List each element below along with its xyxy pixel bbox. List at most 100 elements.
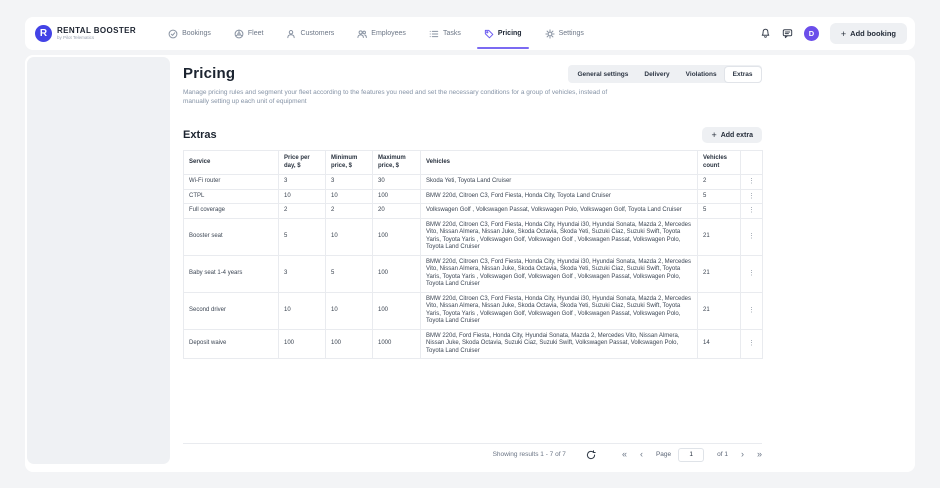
cell-row-menu: ⋮ (740, 291, 763, 330)
table-row: Wi-Fi router 3 3 30 Skoda Yeti, Toyota L… (183, 174, 763, 190)
cell-vehicles: BMW 220d, Ford Fiesta, Honda City, Hyund… (420, 328, 698, 359)
nav-item-customers[interactable]: Customers (286, 17, 334, 50)
header-row-menu (740, 150, 763, 175)
cell-minimum-price: 10 (325, 217, 373, 256)
cell-row-menu: ⋮ (740, 328, 763, 359)
row-menu-button[interactable]: ⋮ (748, 270, 755, 277)
cell-service: Baby seat 1-4 years (183, 254, 279, 293)
cell-vehicles-count: 5 (697, 203, 741, 219)
cell-maximum-price: 100 (372, 217, 421, 256)
chat-icon (782, 29, 793, 39)
nav-item-pricing[interactable]: Pricing (476, 17, 529, 50)
cell-price-per-day: 2 (278, 203, 326, 219)
cell-service: CTPL (183, 188, 279, 204)
cell-minimum-price: 3 (325, 174, 373, 190)
cell-minimum-price: 5 (325, 254, 373, 293)
previous-page-button[interactable]: ‹ (639, 449, 643, 459)
refresh-icon (586, 449, 596, 459)
top-navbar: R RENTAL BOOSTER by Pilot Telematics Boo… (25, 17, 915, 50)
add-extra-button[interactable]: + Add extra (702, 127, 762, 143)
brand-logo[interactable]: R RENTAL BOOSTER by Pilot Telematics (35, 25, 136, 42)
cell-vehicles-count: 2 (697, 174, 741, 190)
extras-section-title: Extras (183, 129, 217, 141)
header-minimum-price: Minimum price, $ (325, 150, 373, 175)
check-circle-icon (168, 29, 178, 38)
cell-row-menu: ⋮ (740, 203, 763, 219)
nav-item-settings[interactable]: Settings (544, 17, 584, 50)
of-total-label: of 1 (717, 451, 728, 458)
main-content: Pricing General settings Delivery Violat… (183, 55, 763, 472)
cell-price-per-day: 10 (278, 188, 326, 204)
page-number-input[interactable] (678, 447, 705, 462)
nav-item-tasks[interactable]: Tasks (429, 17, 461, 50)
navbar-actions: D + Add booking (760, 23, 907, 44)
cell-maximum-price: 100 (372, 188, 421, 204)
extras-table: Service Price per day, $ Minimum price, … (183, 150, 763, 359)
chat-button[interactable] (782, 28, 793, 39)
brand-name: RENTAL BOOSTER (57, 25, 137, 35)
cell-price-per-day: 10 (278, 291, 326, 330)
cell-minimum-price: 10 (325, 291, 373, 330)
pagination: « ‹ Page of 1 › » (621, 447, 762, 462)
table-row: Full coverage 2 2 20 Volkswagen Golf , V… (183, 203, 763, 219)
cell-maximum-price: 1000 (372, 328, 421, 359)
next-page-button[interactable]: › (740, 449, 744, 459)
person-icon (287, 29, 296, 38)
tab-general-settings[interactable]: General settings (577, 70, 629, 78)
nav-label: Fleet (247, 30, 264, 37)
table-row: CTPL 10 10 100 BMW 220d, Citroen C3, For… (183, 188, 763, 204)
page-title: Pricing (183, 65, 236, 82)
notifications-bell-button[interactable] (760, 28, 771, 39)
extras-table-body: Wi-Fi router 3 3 30 Skoda Yeti, Toyota L… (183, 174, 763, 359)
plus-icon: + (711, 130, 717, 140)
cell-maximum-price: 100 (372, 291, 421, 330)
add-booking-button[interactable]: + Add booking (829, 23, 907, 44)
cell-vehicles-count: 21 (697, 217, 741, 256)
cell-row-menu: ⋮ (740, 254, 763, 293)
last-page-button[interactable]: » (756, 449, 762, 459)
cell-vehicles: BMW 220d, Citroen C3, Ford Fiesta, Honda… (420, 291, 698, 330)
nav-item-employees[interactable]: Employees (357, 17, 406, 50)
refresh-button[interactable] (586, 449, 596, 460)
bell-icon (761, 28, 770, 38)
table-header-row: Service Price per day, $ Minimum price, … (183, 150, 763, 175)
nav-label: Tasks (442, 30, 461, 37)
plus-icon: + (840, 28, 847, 39)
row-menu-button[interactable]: ⋮ (748, 307, 755, 314)
cell-price-per-day: 3 (278, 254, 326, 293)
cell-minimum-price: 100 (325, 328, 373, 359)
header-service: Service (183, 150, 279, 175)
row-menu-button[interactable]: ⋮ (748, 233, 755, 240)
table-row: Booster seat 5 10 100 BMW 220d, Citroen … (183, 217, 763, 256)
tab-extras[interactable]: Extras (724, 66, 761, 82)
people-icon (357, 29, 368, 38)
cell-service: Wi-Fi router (183, 174, 279, 190)
nav-item-fleet[interactable]: Fleet (234, 17, 264, 50)
task-list-icon (429, 30, 439, 37)
gear-icon (544, 28, 555, 39)
user-avatar[interactable]: D (803, 26, 819, 41)
logo-icon: R (35, 25, 52, 42)
row-menu-button[interactable]: ⋮ (748, 192, 755, 200)
cell-maximum-price: 100 (372, 254, 421, 293)
cell-service: Deposit waive (183, 328, 279, 359)
row-menu-button[interactable]: ⋮ (748, 340, 755, 348)
cell-vehicles-count: 21 (697, 254, 741, 293)
cell-row-menu: ⋮ (740, 174, 763, 190)
cell-price-per-day: 100 (278, 328, 326, 359)
cell-minimum-price: 2 (325, 203, 373, 219)
cell-vehicles-count: 21 (697, 291, 741, 330)
brand-tagline: by Pilot Telematics (57, 34, 95, 40)
row-menu-button[interactable]: ⋮ (748, 178, 755, 186)
tab-violations[interactable]: Violations (685, 70, 717, 78)
main-nav: Bookings Fleet Customers Employees Tasks… (168, 17, 584, 50)
add-booking-label: Add booking (850, 29, 896, 38)
row-menu-button[interactable]: ⋮ (748, 207, 755, 215)
first-page-button[interactable]: « (621, 449, 627, 459)
nav-item-bookings[interactable]: Bookings (168, 17, 211, 50)
cell-vehicles: Skoda Yeti, Toyota Land Cruiser (420, 174, 698, 190)
cell-vehicles: BMW 220d, Citroen C3, Ford Fiesta, Honda… (420, 254, 698, 293)
tab-delivery[interactable]: Delivery (644, 70, 670, 78)
table-footer: Showing results 1 - 7 of 7 « ‹ Page of 1… (183, 443, 762, 465)
cell-vehicles: BMW 220d, Citroen C3, Ford Fiesta, Honda… (420, 188, 698, 204)
